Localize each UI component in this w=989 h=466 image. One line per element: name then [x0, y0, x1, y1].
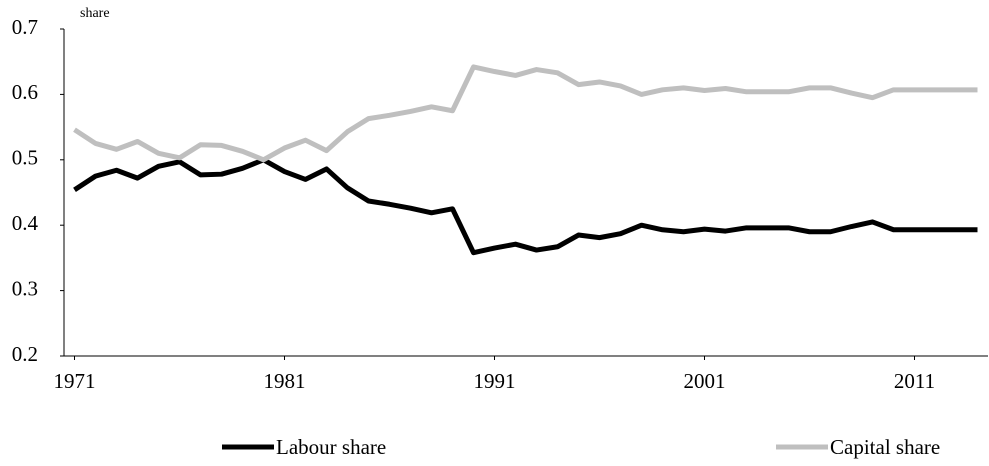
y-tick-label: 0.4	[12, 211, 39, 235]
x-tick-label: 1991	[474, 369, 516, 393]
y-tick-label: 0.2	[12, 342, 38, 366]
legend-label: Capital share	[830, 435, 940, 459]
series-line	[73, 64, 978, 163]
y-tick-label: 0.7	[12, 15, 38, 39]
x-tick-label: 2011	[894, 369, 935, 393]
y-tick-label: 0.6	[12, 80, 38, 104]
x-tick-label: 2001	[684, 369, 726, 393]
y-tick-label: 0.3	[12, 276, 38, 300]
y-tick-label: 0.5	[12, 146, 38, 170]
x-tick-label: 1981	[264, 369, 306, 393]
x-tick-label: 1971	[54, 369, 96, 393]
series-line	[73, 157, 978, 256]
legend-label: Labour share	[276, 435, 386, 459]
y-axis-label: share	[80, 6, 110, 21]
